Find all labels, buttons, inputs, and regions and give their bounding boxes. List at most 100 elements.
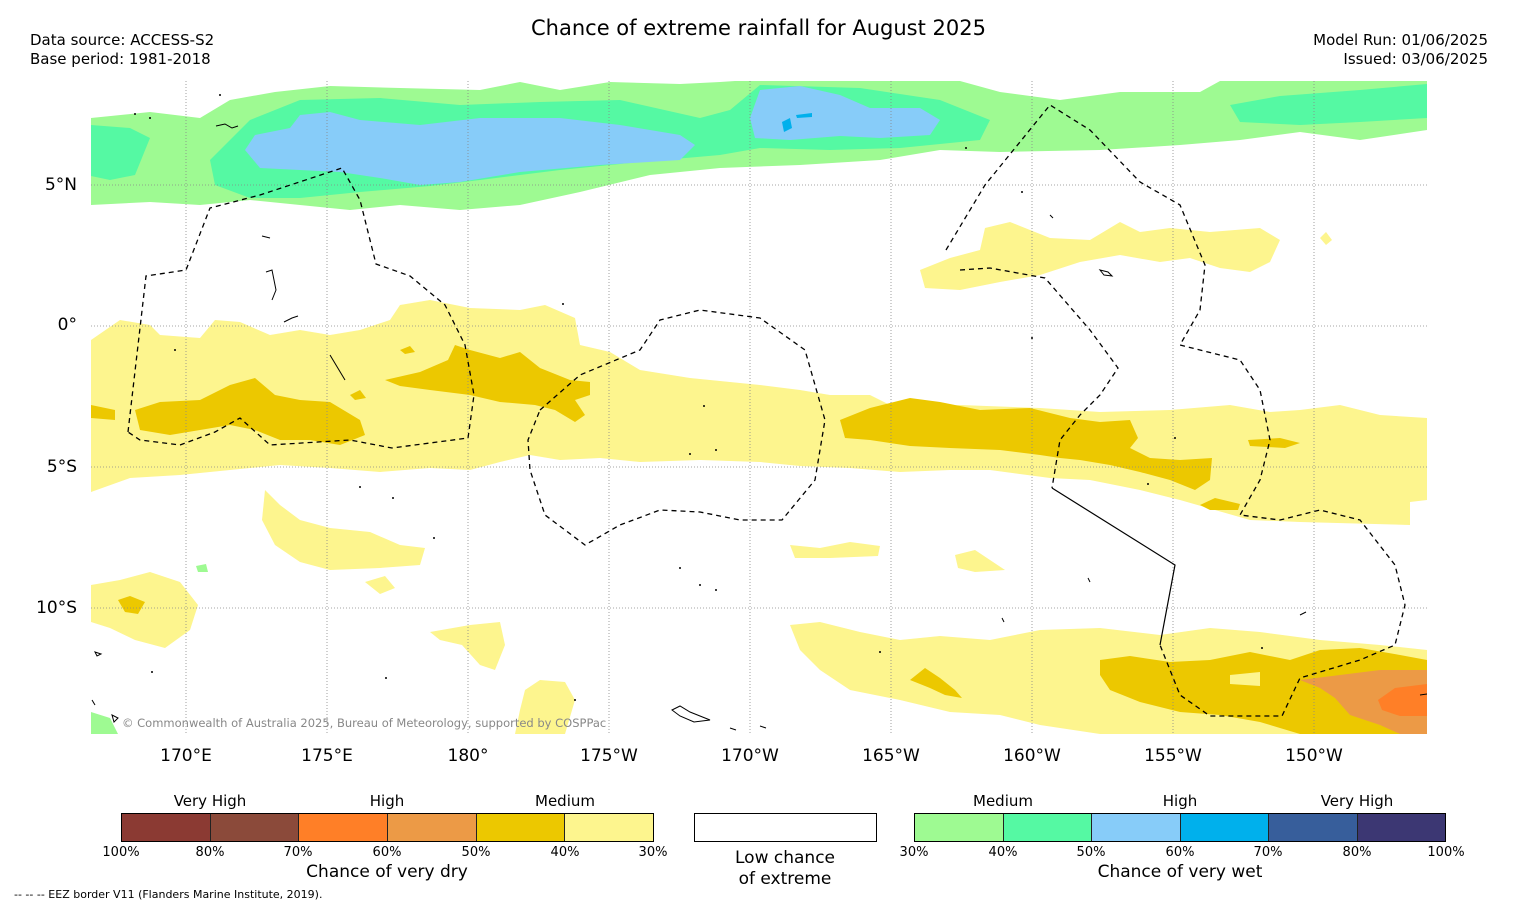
island: [1299, 611, 1307, 616]
legend-wet-percent: 30%: [899, 845, 929, 860]
legend-swatch: [1179, 814, 1268, 841]
island: [1147, 483, 1149, 485]
island: [1174, 437, 1176, 439]
base-period: Base period: 1981-2018: [30, 50, 211, 68]
island: [94, 651, 103, 657]
legend-wet-colorbar: [914, 813, 1446, 842]
island: [574, 699, 576, 701]
island: [1049, 214, 1054, 219]
island: [699, 584, 701, 586]
island: [359, 486, 361, 488]
island: [715, 449, 717, 451]
island: [1031, 337, 1033, 339]
legend-wet-percent: 60%: [1165, 845, 1195, 860]
lon-label: 180°: [447, 746, 489, 766]
island: [283, 315, 299, 323]
island: [151, 671, 153, 673]
issued-date: Issued: 03/06/2025: [1343, 50, 1488, 68]
legend-low-swatch: [694, 813, 877, 842]
wet-medium-area: [91, 712, 118, 734]
island: [965, 147, 967, 149]
lon-label: 150°W: [1285, 746, 1343, 766]
legend-dry-percent: 30%: [638, 845, 668, 860]
islands: [134, 94, 1263, 701]
legend-low-caption-2: of extreme: [738, 869, 832, 889]
dry-medium-area: [365, 576, 395, 594]
legend-swatch: [387, 814, 476, 841]
legend-dry-level: High: [369, 792, 405, 810]
eez-note: -- -- -- EEZ border V11 (Flanders Marine…: [14, 888, 323, 901]
island: [385, 677, 387, 679]
lat-label: 5°N: [44, 175, 77, 195]
legend-swatch: [1091, 814, 1180, 841]
legend-dry-percent: 60%: [372, 845, 402, 860]
eez-border: [959, 267, 1119, 489]
island: [174, 349, 176, 351]
dry-medium-strong: [1200, 498, 1240, 510]
boundary-line: [1051, 487, 1176, 646]
wet-high-area: [750, 86, 940, 140]
lon-label: 175°E: [301, 746, 353, 766]
island: [1098, 269, 1114, 277]
dry-medium-area: [91, 300, 1427, 525]
legend-wet-level: Very High: [1320, 792, 1394, 810]
dry-medium-area: [790, 542, 880, 558]
wet-high-spot: [796, 113, 812, 118]
dry-medium-strong: [1100, 648, 1427, 734]
legend-wet-percent: 50%: [1076, 845, 1106, 860]
legend-dry-colorbar: [121, 813, 654, 842]
dry-medium-area: [920, 222, 1280, 290]
map-title: Chance of extreme rainfall for August 20…: [531, 16, 986, 40]
legend-wet-level: Medium: [973, 792, 1033, 810]
island: [1021, 191, 1023, 193]
island: [433, 537, 435, 539]
legend-swatch: [209, 814, 299, 841]
legend-dry-percent: 80%: [195, 845, 225, 860]
legend-dry-caption: Chance of very dry: [306, 862, 468, 882]
dry-medium-area: [515, 680, 575, 734]
island: [149, 117, 151, 119]
legend-swatch: [1002, 814, 1091, 841]
island: [679, 567, 681, 569]
island: [329, 354, 346, 381]
legend-dry-percent: 70%: [283, 845, 313, 860]
legend-dry-percent: 100%: [102, 845, 140, 860]
island: [1261, 647, 1263, 649]
dry-medium-area: [955, 550, 1005, 572]
island: [879, 651, 881, 653]
dry-medium-strong: [385, 345, 590, 422]
dry-zones: [91, 222, 1427, 734]
rainfall-map: [91, 81, 1427, 734]
wet-medium-area: [196, 564, 208, 572]
dry-medium-area: [1230, 672, 1260, 686]
eez-border: [127, 167, 475, 449]
legend-swatch: [122, 814, 210, 841]
island: [759, 725, 767, 729]
eez-border: [945, 104, 1406, 717]
legend-wet-percent: 80%: [1342, 845, 1372, 860]
dry-medium-area: [262, 490, 425, 570]
legend-swatch: [298, 814, 388, 841]
island: [134, 113, 136, 115]
dry-medium-strong: [91, 405, 115, 420]
lat-label: 10°S: [36, 598, 77, 618]
island: [265, 269, 277, 301]
dry-medium-area: [430, 622, 505, 670]
dry-medium-strong: [135, 378, 365, 445]
legend-swatch: [1356, 814, 1445, 841]
dry-medium-strong: [1248, 438, 1300, 448]
lon-label: 170°W: [721, 746, 779, 766]
lon-label: 170°E: [160, 746, 212, 766]
legend-swatch: [915, 814, 1003, 841]
dry-high-strong: [1378, 684, 1427, 716]
eez-borders: [127, 104, 1406, 717]
island: [562, 303, 564, 305]
legend-wet-caption: Chance of very wet: [1097, 862, 1263, 882]
lon-label: 165°W: [862, 746, 920, 766]
island: [671, 705, 711, 723]
data-source: Data source: ACCESS-S2: [30, 31, 215, 49]
wet-high-spot: [782, 118, 792, 132]
legend-dry-level: Medium: [535, 792, 595, 810]
island: [261, 235, 271, 239]
island: [219, 94, 221, 96]
